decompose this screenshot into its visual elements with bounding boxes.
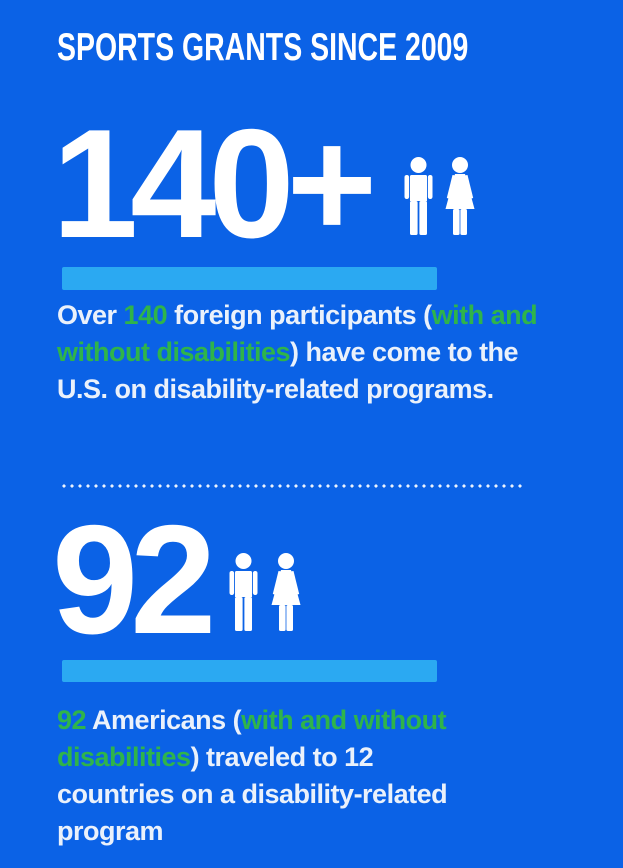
stat-block-foreign-participants: 140+ — [52, 106, 479, 261]
accent-bar — [62, 267, 437, 290]
stat-value-92: 92 — [52, 493, 216, 666]
dotted-divider — [60, 483, 526, 489]
people-icon-group — [403, 157, 479, 235]
female-figure-icon — [271, 553, 301, 631]
stat-description-foreign-participants: Over 140 foreign participants (with and … — [57, 300, 538, 404]
accent-bar — [62, 660, 437, 682]
male-figure-icon — [229, 553, 258, 631]
stat-block-americans: 92 — [52, 502, 305, 657]
male-figure-icon — [404, 157, 433, 235]
people-icon-group — [228, 553, 305, 631]
stat-description-americans: 92 Americans (with and without disabilit… — [57, 705, 448, 846]
page-title: SPORTS GRANTS SINCE 2009 — [57, 26, 469, 69]
stat-value-140: 140+ — [52, 97, 377, 270]
female-figure-icon — [445, 157, 475, 235]
